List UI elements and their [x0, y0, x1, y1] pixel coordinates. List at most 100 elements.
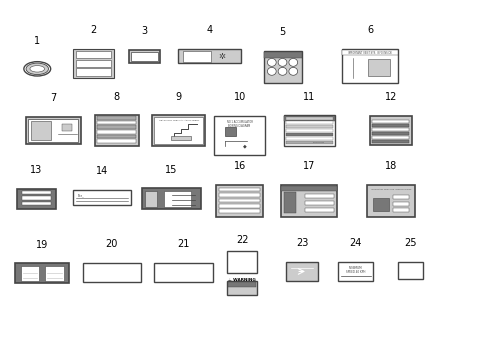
FancyBboxPatch shape	[17, 189, 56, 208]
Text: HEADLIGHT VERTICAL ADJUSTMENT: HEADLIGHT VERTICAL ADJUSTMENT	[158, 120, 199, 121]
Text: MINIMUM: MINIMUM	[348, 266, 362, 270]
FancyBboxPatch shape	[21, 202, 51, 205]
FancyBboxPatch shape	[285, 137, 332, 140]
Text: BOXING DIAGRAM: BOXING DIAGRAM	[228, 124, 250, 128]
Text: 20: 20	[105, 239, 118, 249]
FancyBboxPatch shape	[20, 266, 39, 280]
FancyBboxPatch shape	[372, 124, 408, 127]
FancyBboxPatch shape	[177, 49, 241, 63]
FancyBboxPatch shape	[392, 195, 408, 199]
Text: 1: 1	[34, 36, 40, 46]
FancyBboxPatch shape	[305, 201, 333, 205]
Text: 2: 2	[90, 26, 96, 36]
Text: 14: 14	[96, 166, 108, 176]
Ellipse shape	[267, 67, 276, 75]
FancyBboxPatch shape	[73, 49, 114, 78]
Text: 3: 3	[141, 26, 147, 36]
FancyBboxPatch shape	[214, 116, 264, 154]
FancyBboxPatch shape	[142, 188, 201, 209]
FancyBboxPatch shape	[152, 115, 205, 146]
FancyBboxPatch shape	[305, 194, 333, 198]
FancyBboxPatch shape	[283, 115, 334, 146]
FancyBboxPatch shape	[26, 117, 81, 144]
FancyBboxPatch shape	[97, 125, 136, 129]
FancyBboxPatch shape	[97, 116, 136, 120]
Text: 9: 9	[175, 92, 182, 102]
FancyBboxPatch shape	[21, 191, 51, 194]
FancyBboxPatch shape	[219, 188, 260, 192]
Text: NO.1 ACCUMULATOR: NO.1 ACCUMULATOR	[226, 120, 252, 124]
FancyBboxPatch shape	[154, 263, 212, 282]
FancyBboxPatch shape	[372, 132, 408, 135]
FancyBboxPatch shape	[285, 129, 332, 132]
Text: ⚠ WARNING: ⚠ WARNING	[228, 278, 255, 283]
FancyBboxPatch shape	[216, 185, 262, 217]
Ellipse shape	[24, 62, 51, 76]
Text: ◆: ◆	[242, 143, 246, 148]
FancyBboxPatch shape	[28, 119, 78, 142]
FancyBboxPatch shape	[61, 125, 72, 131]
Ellipse shape	[30, 66, 44, 72]
FancyBboxPatch shape	[45, 266, 63, 280]
Text: 18: 18	[384, 161, 396, 171]
FancyBboxPatch shape	[97, 139, 136, 143]
FancyBboxPatch shape	[392, 202, 408, 206]
Ellipse shape	[26, 63, 48, 75]
Text: 23: 23	[295, 238, 307, 248]
FancyBboxPatch shape	[75, 60, 111, 67]
Ellipse shape	[288, 67, 297, 75]
Ellipse shape	[278, 67, 286, 75]
Text: 7: 7	[50, 94, 57, 103]
FancyBboxPatch shape	[366, 185, 414, 217]
FancyBboxPatch shape	[225, 127, 236, 136]
FancyBboxPatch shape	[227, 282, 256, 287]
Text: 25: 25	[403, 238, 416, 248]
Text: 13: 13	[30, 165, 42, 175]
FancyBboxPatch shape	[95, 115, 139, 146]
Text: 6: 6	[366, 25, 373, 35]
FancyBboxPatch shape	[281, 186, 337, 192]
Text: 15: 15	[165, 165, 177, 175]
Text: 22: 22	[235, 235, 248, 245]
FancyBboxPatch shape	[367, 59, 389, 76]
FancyBboxPatch shape	[397, 262, 422, 279]
Text: valve assy: valve assy	[312, 142, 324, 143]
Text: 17: 17	[303, 161, 315, 171]
FancyBboxPatch shape	[283, 116, 334, 121]
FancyBboxPatch shape	[75, 68, 111, 76]
Ellipse shape	[267, 58, 276, 66]
FancyBboxPatch shape	[285, 117, 332, 120]
Ellipse shape	[278, 58, 286, 66]
FancyBboxPatch shape	[131, 52, 158, 61]
Text: 21: 21	[177, 239, 189, 249]
FancyBboxPatch shape	[21, 196, 51, 199]
FancyBboxPatch shape	[342, 50, 398, 55]
FancyBboxPatch shape	[219, 199, 260, 202]
Text: IMPORTANT VENT SYS. INFO INSIDE: IMPORTANT VENT SYS. INFO INSIDE	[347, 50, 391, 54]
Text: 10: 10	[233, 92, 245, 102]
Text: 11: 11	[303, 92, 315, 102]
Text: SPEED 40 KPH: SPEED 40 KPH	[346, 270, 365, 274]
FancyBboxPatch shape	[369, 116, 411, 145]
FancyBboxPatch shape	[97, 130, 136, 134]
FancyBboxPatch shape	[305, 208, 333, 212]
FancyBboxPatch shape	[219, 193, 260, 197]
FancyBboxPatch shape	[154, 117, 203, 144]
FancyBboxPatch shape	[263, 51, 301, 83]
FancyBboxPatch shape	[15, 264, 69, 283]
FancyBboxPatch shape	[183, 51, 211, 62]
Text: 12: 12	[384, 92, 396, 102]
FancyBboxPatch shape	[219, 204, 260, 208]
FancyBboxPatch shape	[163, 191, 190, 207]
FancyBboxPatch shape	[337, 262, 372, 281]
Text: 5: 5	[279, 27, 285, 37]
FancyBboxPatch shape	[342, 49, 398, 83]
FancyBboxPatch shape	[372, 136, 408, 139]
FancyBboxPatch shape	[97, 135, 136, 138]
FancyBboxPatch shape	[285, 121, 332, 124]
FancyBboxPatch shape	[372, 198, 388, 211]
FancyBboxPatch shape	[281, 185, 337, 217]
FancyBboxPatch shape	[97, 121, 136, 124]
FancyBboxPatch shape	[82, 263, 141, 282]
FancyBboxPatch shape	[285, 133, 332, 136]
